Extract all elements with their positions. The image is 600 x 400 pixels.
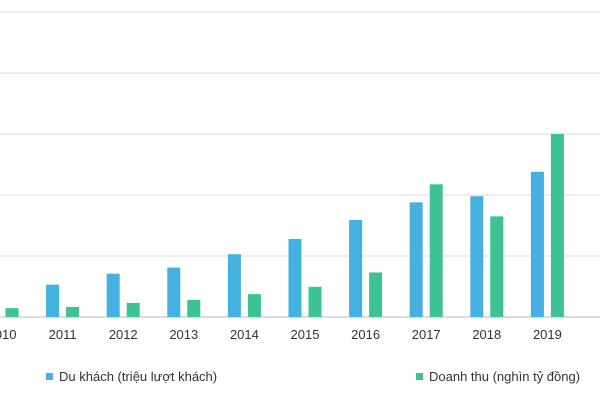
x-tick-label-2012: 2012 [109,327,138,342]
bar-series-1-2017 [409,202,423,317]
legend: Du khách (triệu lượt khách) Doanh thu (n… [0,369,600,389]
x-tick-label-2013: 2013 [169,327,198,342]
legend-item-series-2: Doanh thu (nghìn tỷ đồng) [416,369,580,384]
bar-series-2-2017 [429,184,443,317]
bar-series-1-2015 [288,238,302,317]
bar-series-2-2012 [126,302,140,317]
legend-label-series-1: Du khách (triệu lượt khách) [59,369,218,384]
x-tick-label-2014: 2014 [230,327,259,342]
legend-label-series-2: Doanh thu (nghìn tỷ đồng) [429,369,581,384]
bar-series-1-2014 [227,254,241,317]
x-tick-label-2019: 2019 [533,327,562,342]
bar-series-1-2019 [530,171,544,317]
x-tick-label-2016: 2016 [351,327,380,342]
bar-series-1-2018 [470,196,484,317]
x-axis-tick-labels: 2010 2011 2012 2013 2014 2015 2016 2017 2018 2019 [0,327,562,342]
bar-series-2-2014 [247,294,261,317]
bar-series-1-2011 [46,284,60,317]
bar-series-2-2019 [550,134,564,317]
x-tick-label-2017: 2017 [412,327,441,342]
legend-item-series-1: Du khách (triệu lượt khách) [46,369,217,384]
x-tick-label-2011: 2011 [49,327,77,342]
legend-swatch-series-1 [46,373,53,380]
x-tick-label-2010: 2010 [0,327,16,342]
bar-series-1-2012 [106,273,120,317]
bar-series-1-2013 [167,267,181,317]
bar-series-2-2013 [187,299,201,317]
bar-series-2-2018 [490,216,504,317]
bar-series-2-2010 [5,308,19,317]
bar-series-2-2016 [369,272,383,317]
x-tick-label-2018: 2018 [472,327,501,342]
legend-swatch-series-2 [416,373,423,380]
bar-series-2-2015 [308,286,322,317]
bars [5,134,564,317]
bar-chart: 2010 2011 2012 2013 2014 2015 2016 2017 2018 2019 [0,11,600,342]
bar-series-1-2016 [349,220,363,317]
x-tick-label-2015: 2015 [291,327,320,342]
bar-series-2-2011 [66,306,80,317]
